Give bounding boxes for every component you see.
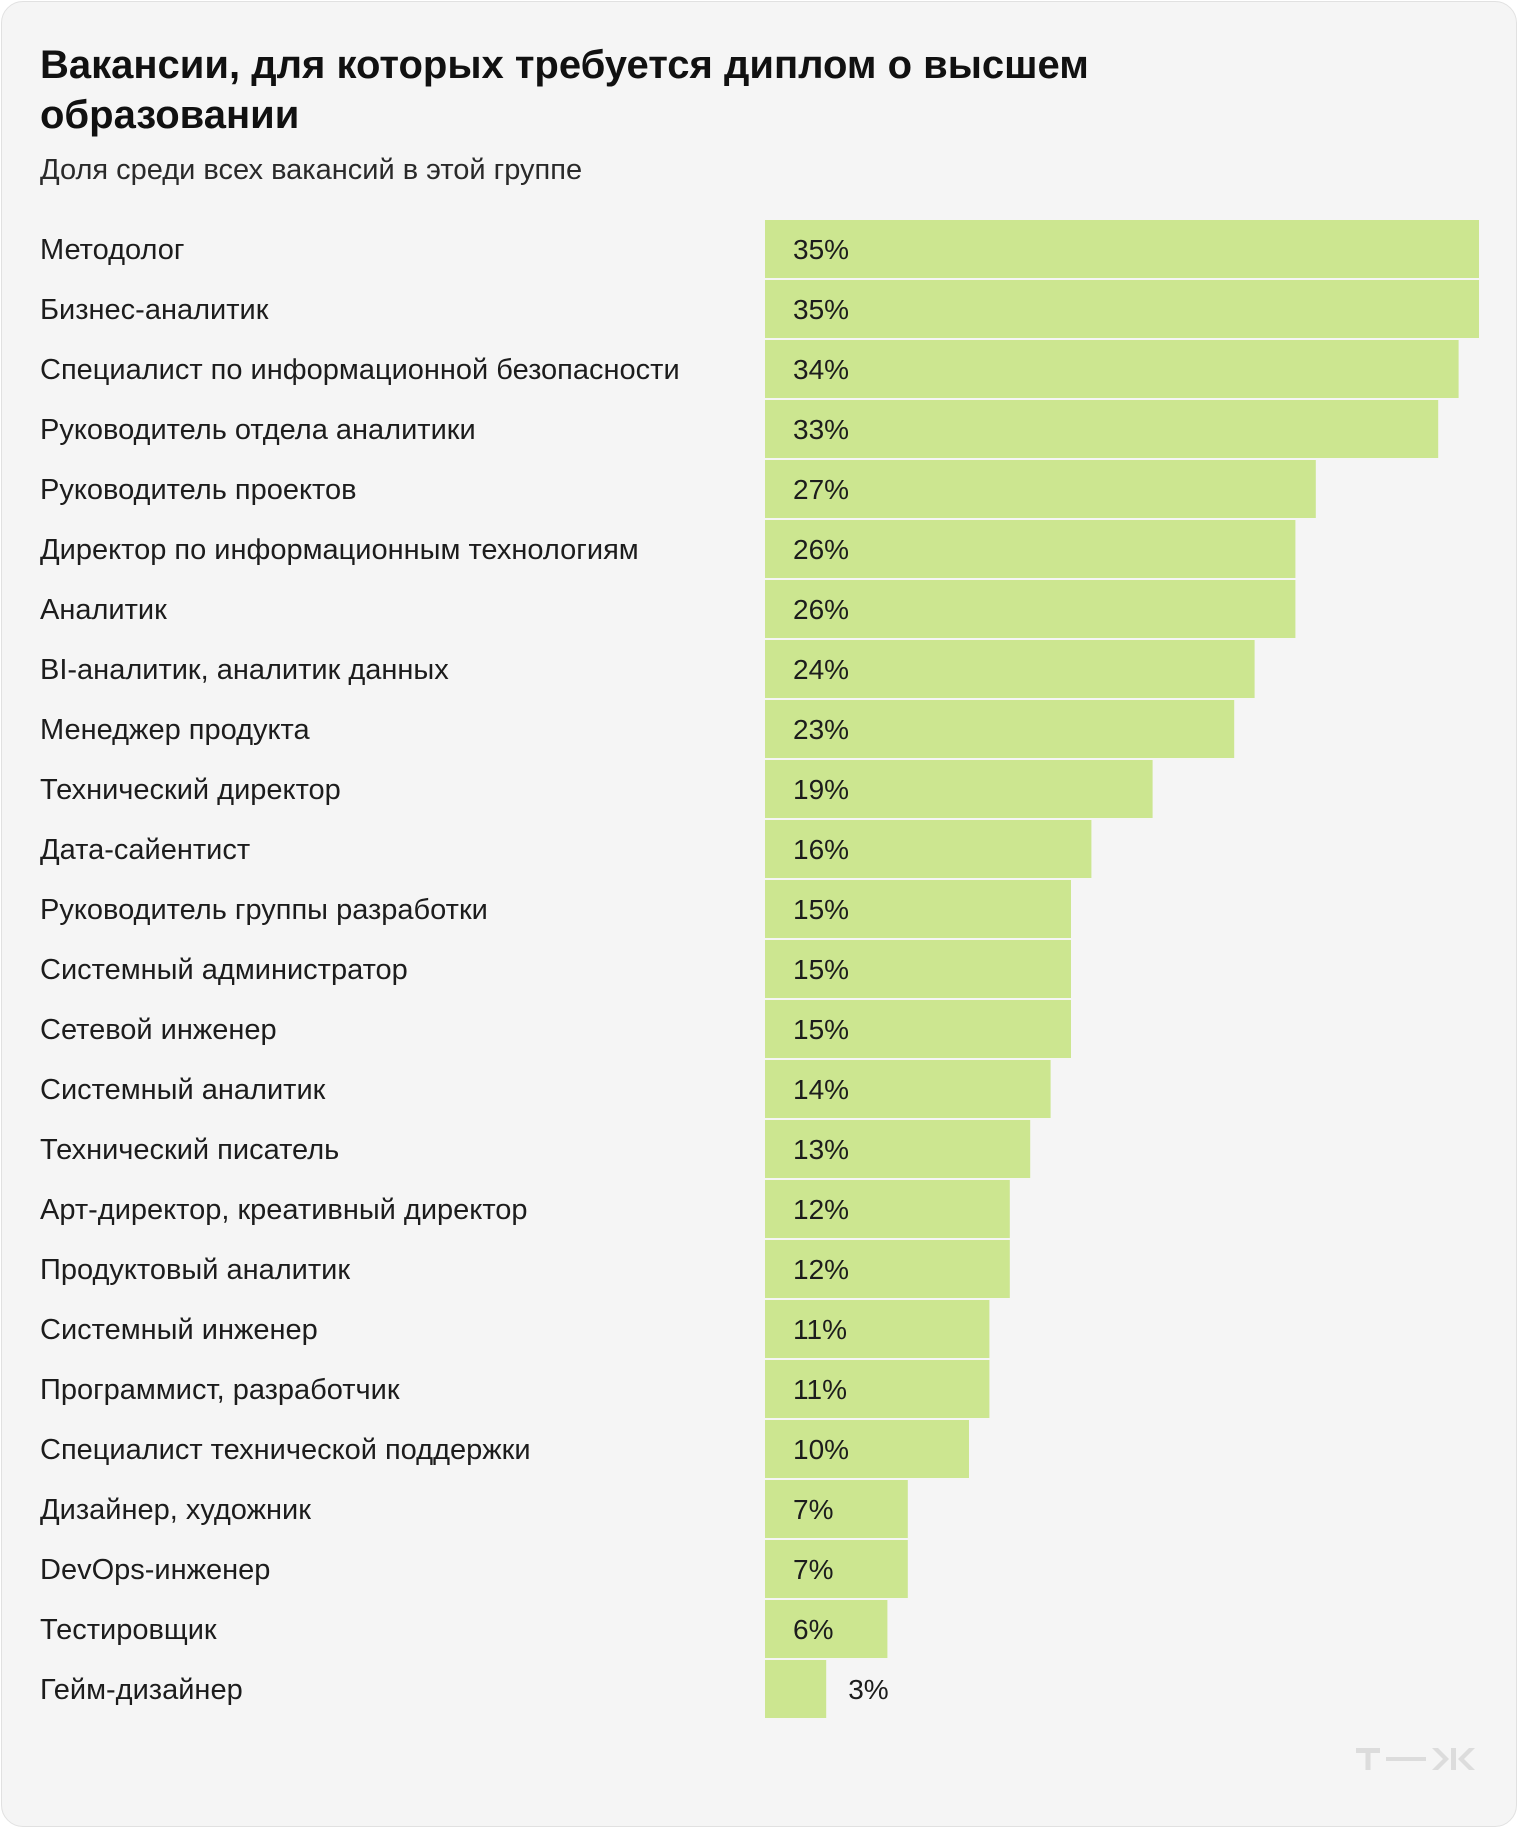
bar-12	[765, 880, 1071, 938]
category-label-4: Руководитель отдела аналитики	[40, 414, 476, 446]
bar-6	[765, 520, 1296, 578]
category-label-12: Руководитель группы разработки	[40, 894, 488, 926]
category-label-7: Аналитик	[40, 594, 167, 626]
category-label-20: Программист, разработчик	[40, 1374, 400, 1406]
value-label-19: 11%	[793, 1314, 847, 1345]
value-label-4: 33%	[793, 414, 849, 445]
bar-18	[765, 1240, 1010, 1298]
bar-9	[765, 700, 1235, 758]
value-label-15: 14%	[793, 1074, 849, 1105]
tzh-logo-mark	[1356, 1748, 1475, 1770]
category-label-1: Методолог	[40, 234, 184, 266]
category-label-14: Сетевой инженер	[40, 1014, 277, 1046]
bar-5	[765, 460, 1316, 518]
category-label-8: BI-аналитик, аналитик данных	[40, 654, 449, 686]
category-label-23: DevOps-инженер	[40, 1554, 270, 1586]
value-label-18: 12%	[793, 1254, 849, 1285]
bar-16	[765, 1120, 1031, 1178]
category-label-10: Технический директор	[40, 774, 341, 806]
bar-7	[765, 580, 1296, 638]
chart-subtitle: Доля среди всех вакансий в этой группе	[40, 154, 583, 186]
bar-11	[765, 820, 1092, 878]
category-label-24: Тестировщик	[40, 1614, 217, 1646]
bar-25	[765, 1660, 827, 1718]
bar-13	[765, 940, 1071, 998]
bar-22	[765, 1480, 908, 1538]
bar-3	[765, 340, 1459, 398]
value-label-6: 26%	[793, 534, 849, 565]
value-label-2: 35%	[793, 294, 849, 325]
value-label-1: 35%	[793, 234, 849, 265]
bar-20	[765, 1360, 990, 1418]
bar-1	[765, 220, 1479, 278]
category-label-15: Системный аналитик	[40, 1074, 326, 1106]
category-label-9: Менеджер продукта	[40, 714, 310, 746]
value-label-17: 12%	[793, 1194, 849, 1225]
category-label-11: Дата-сайентист	[40, 834, 250, 866]
value-label-14: 15%	[793, 1014, 849, 1045]
value-label-25: 3%	[848, 1674, 888, 1705]
value-label-13: 15%	[793, 954, 849, 985]
category-label-19: Системный инженер	[40, 1314, 318, 1346]
bar-14	[765, 1000, 1071, 1058]
category-label-3: Специалист по информационной безопасност…	[40, 354, 680, 386]
value-label-9: 23%	[793, 714, 849, 745]
bar-23	[765, 1540, 908, 1598]
value-label-11: 16%	[793, 834, 849, 865]
category-label-16: Технический писатель	[40, 1134, 339, 1166]
bar-15	[765, 1060, 1051, 1118]
value-label-8: 24%	[793, 654, 849, 685]
bar-10	[765, 760, 1153, 818]
value-label-10: 19%	[793, 774, 849, 805]
value-label-12: 15%	[793, 894, 849, 925]
value-label-7: 26%	[793, 594, 849, 625]
tzh-logo	[1356, 1748, 1475, 1770]
category-label-5: Руководитель проектов	[40, 474, 356, 506]
bar-2	[765, 280, 1479, 338]
chart-title: Вакансии, для которых требуется диплом о…	[40, 43, 1089, 137]
category-label-17: Арт-директор, креативный директор	[40, 1194, 528, 1226]
value-label-24: 6%	[793, 1614, 833, 1645]
value-label-20: 11%	[793, 1374, 847, 1405]
category-label-2: Бизнес-аналитик	[40, 294, 269, 326]
category-label-21: Специалист технической поддержки	[40, 1434, 531, 1466]
bar-17	[765, 1180, 1010, 1238]
category-label-13: Системный администратор	[40, 954, 408, 986]
value-label-22: 7%	[793, 1494, 833, 1525]
category-label-6: Директор по информационным технологиям	[40, 534, 639, 566]
value-label-5: 27%	[793, 474, 849, 505]
value-label-21: 10%	[793, 1434, 849, 1465]
category-label-22: Дизайнер, художник	[40, 1494, 311, 1526]
bar-8	[765, 640, 1255, 698]
bar-4	[765, 400, 1439, 458]
value-label-16: 13%	[793, 1134, 849, 1165]
category-label-25: Гейм-дизайнер	[40, 1674, 243, 1706]
value-label-3: 34%	[793, 354, 849, 385]
bar-19	[765, 1300, 990, 1358]
bar-24	[765, 1600, 888, 1658]
bar-21	[765, 1420, 969, 1478]
value-label-23: 7%	[793, 1554, 833, 1585]
category-label-18: Продуктовый аналитик	[40, 1254, 350, 1286]
